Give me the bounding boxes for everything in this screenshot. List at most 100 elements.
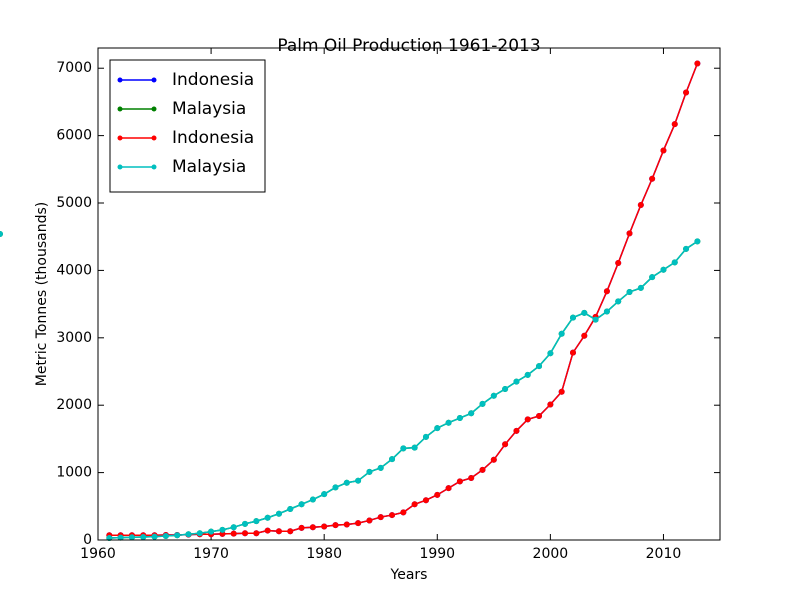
data-point [649,274,656,281]
data-point [445,485,452,492]
data-point [581,309,588,316]
data-point [287,505,294,512]
data-point [547,401,554,408]
legend-marker [151,77,157,83]
data-point [456,415,463,422]
legend-marker [117,106,123,112]
x-tick-label: 1980 [306,546,342,562]
data-point [468,410,475,417]
y-tick-label: 4000 [56,262,92,278]
data-point [128,534,135,541]
data-point [683,245,690,252]
data-point [626,230,633,237]
data-point [524,371,531,378]
data-point [253,530,260,537]
data-point [377,514,384,521]
y-tick-label: 7000 [56,60,92,76]
data-point [275,510,282,517]
plot-frame [97,47,721,541]
legend-marker [117,135,123,141]
data-point [377,464,384,471]
data-point [626,288,633,295]
data-point [411,501,418,508]
data-point [230,530,237,537]
data-point [366,517,373,524]
x-tick-label: 2010 [646,546,682,562]
legend-label: Indonesia [172,70,254,90]
data-point [603,288,610,295]
legend-label: Malaysia [172,157,246,177]
data-point [355,477,362,484]
legend-box [109,59,266,193]
data-point [400,445,407,452]
data-point [649,175,656,182]
data-point [671,121,678,128]
data-point [332,484,339,491]
data-point [422,433,429,440]
data-point [366,468,373,475]
data-point [343,521,350,528]
data-point [422,497,429,504]
data-point [637,284,644,291]
data-point [321,491,328,498]
data-point [309,524,316,531]
y-tick-label: 6000 [56,128,92,144]
legend-label: Malaysia [172,99,246,119]
legend-marker [117,77,123,83]
x-tick-label: 1990 [419,546,455,562]
legend-marker [117,164,123,170]
data-point [355,520,362,527]
data-point [389,456,396,463]
data-point [242,520,249,527]
data-point [332,522,339,529]
data-point [502,441,509,448]
data-point [569,314,576,321]
data-point [196,530,203,537]
legend-marker [151,164,157,170]
data-point [603,308,610,315]
data-point [581,332,588,339]
data-point [479,400,486,407]
data-point [264,514,271,521]
data-point [275,528,282,535]
data-point [174,532,181,539]
data-point [660,266,667,273]
y-tick-label: 0 [83,532,92,548]
data-point [683,89,690,96]
data-point [479,466,486,473]
data-point [536,412,543,419]
data-point [343,479,350,486]
y-tick-label: 3000 [56,330,92,346]
data-point [208,528,215,535]
legend-label: Indonesia [172,128,254,148]
data-point [400,509,407,516]
data-point [411,444,418,451]
data-point [671,259,678,266]
data-point [547,350,554,357]
data-point [0,231,3,238]
data-point [536,363,543,370]
data-point [513,378,520,385]
data-point [445,419,452,426]
data-point [140,533,147,540]
y-tick-label: 1000 [56,465,92,481]
legend-marker [151,135,157,141]
data-point [117,534,124,541]
data-point [389,512,396,519]
data-point [185,531,192,538]
data-point [242,530,249,537]
data-point [219,526,226,533]
x-tick-label: 1970 [193,546,229,562]
data-point [264,527,271,534]
data-point [502,386,509,393]
y-tick-label: 5000 [56,195,92,211]
data-point [490,456,497,463]
y-tick-label: 2000 [56,397,92,413]
data-point [456,478,463,485]
data-point [253,518,260,525]
data-point [434,491,441,498]
data-point [468,474,475,481]
x-axis-label: Years [390,567,428,583]
data-point [637,202,644,209]
